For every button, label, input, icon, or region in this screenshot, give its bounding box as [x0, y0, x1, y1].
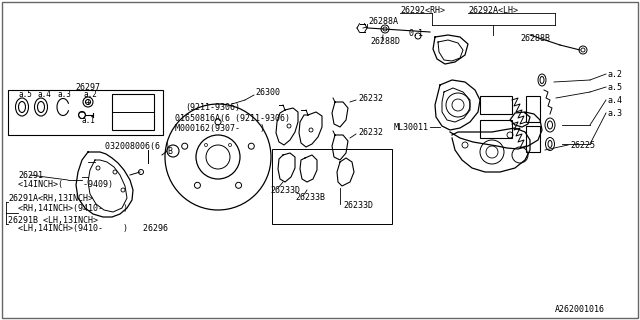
Text: (9211-9306): (9211-9306) — [185, 102, 240, 111]
Text: 26225: 26225 — [570, 140, 595, 149]
Text: a.2: a.2 — [608, 69, 623, 78]
Text: 26232: 26232 — [358, 127, 383, 137]
Bar — [480, 96, 512, 114]
Text: 26292A<LH>: 26292A<LH> — [468, 5, 518, 14]
Text: A262001016: A262001016 — [555, 306, 605, 315]
Text: 01650816A(6 (9211-9306): 01650816A(6 (9211-9306) — [175, 114, 290, 123]
Text: 26291B <LH,13INCH>: 26291B <LH,13INCH> — [8, 215, 98, 225]
Text: a.1: a.1 — [81, 116, 95, 124]
Text: 032008006(6 ): 032008006(6 ) — [105, 141, 170, 150]
Text: 26288A: 26288A — [368, 17, 398, 26]
Text: M000162(9307-    ): M000162(9307- ) — [175, 124, 265, 132]
Bar — [480, 120, 512, 138]
Text: a.3: a.3 — [57, 90, 71, 99]
Text: a.5: a.5 — [608, 83, 623, 92]
Text: 26288B: 26288B — [520, 34, 550, 43]
Text: a.4: a.4 — [608, 95, 623, 105]
Text: <14INCH>(    -9409): <14INCH>( -9409) — [18, 180, 113, 188]
Text: a.3: a.3 — [608, 108, 623, 117]
Text: a.2: a.2 — [83, 90, 97, 99]
Text: <LH,14INCH>(9410-    )   26296: <LH,14INCH>(9410- ) 26296 — [18, 225, 168, 234]
Text: 26232: 26232 — [358, 93, 383, 102]
Text: 26300: 26300 — [255, 87, 280, 97]
Text: 26292<RH>: 26292<RH> — [400, 5, 445, 14]
Text: 26233B: 26233B — [295, 194, 325, 203]
Text: 26233D: 26233D — [343, 202, 373, 211]
Circle shape — [167, 145, 179, 157]
Bar — [8, 90, 163, 135]
Text: B: B — [168, 147, 173, 156]
Text: 0.1: 0.1 — [408, 28, 423, 37]
Text: a.4: a.4 — [37, 90, 51, 99]
Text: 26233D: 26233D — [270, 186, 300, 195]
Text: 26288D: 26288D — [370, 36, 400, 45]
Text: 26297: 26297 — [75, 83, 100, 92]
Bar — [526, 96, 540, 122]
Text: ML30011: ML30011 — [394, 123, 429, 132]
Text: 26291A<RH,13INCH>: 26291A<RH,13INCH> — [8, 195, 93, 204]
Bar — [272, 149, 392, 224]
Bar — [526, 126, 540, 152]
Text: a.5: a.5 — [18, 90, 32, 99]
Text: <RH,14INCH>(9410-    ): <RH,14INCH>(9410- ) — [18, 204, 128, 212]
Bar — [112, 94, 154, 130]
Text: 26291: 26291 — [18, 171, 43, 180]
